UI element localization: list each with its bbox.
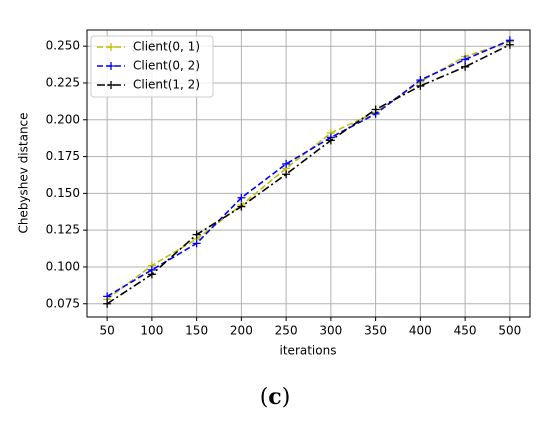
series-line [106,44,511,305]
point-marker [103,292,112,301]
point-marker [282,170,291,179]
caption-paren: ( [260,385,269,410]
legend-marker [107,62,115,70]
point-marker [192,230,201,239]
caption-letter: c [268,384,281,410]
x-tick-label: 100 [140,324,163,338]
y-tick-label: 0.100 [46,259,80,273]
point-marker [326,136,335,145]
legend-box [90,35,214,98]
point-marker [371,105,380,114]
x-tick-label: 250 [275,324,298,338]
legend-label: Client(0, 2) [133,59,200,73]
legend-label: Client(1, 2) [133,78,200,92]
caption: (c) [260,384,291,410]
caption-paren: ) [282,385,291,410]
y-tick-label: 0.225 [46,75,80,89]
y-tick-label: 0.075 [46,296,80,310]
legend-marker [107,81,115,89]
y-tick-label: 0.150 [46,186,80,200]
point-marker [237,202,246,211]
point-marker [103,299,112,308]
point-marker [192,239,201,248]
y-tick-label: 0.200 [46,112,80,126]
legend-marker [107,43,115,51]
x-tick-label: 50 [99,324,114,338]
point-marker [505,40,514,49]
y-tick-label: 0.175 [46,149,80,163]
plot-frame [86,29,531,318]
x-tick-label: 500 [498,324,521,338]
point-marker [461,55,470,64]
x-tick-label: 300 [319,324,342,338]
legend-label: Client(0, 1) [133,40,200,54]
series-line [106,39,511,298]
x-axis-label: iterations [280,344,337,358]
x-tick-label: 350 [364,324,387,338]
y-axis-label: Chebyshev distance [17,112,31,233]
y-tick-label: 0.250 [46,39,80,53]
point-marker [282,159,291,168]
x-tick-label: 150 [185,324,208,338]
x-tick-label: 200 [230,324,253,338]
y-tick-label: 0.125 [46,223,80,237]
point-marker [147,270,156,279]
x-tick-label: 450 [454,324,477,338]
x-tick-label: 400 [409,324,432,338]
point-marker [416,81,425,90]
point-marker [237,193,246,202]
point-marker [461,62,470,71]
